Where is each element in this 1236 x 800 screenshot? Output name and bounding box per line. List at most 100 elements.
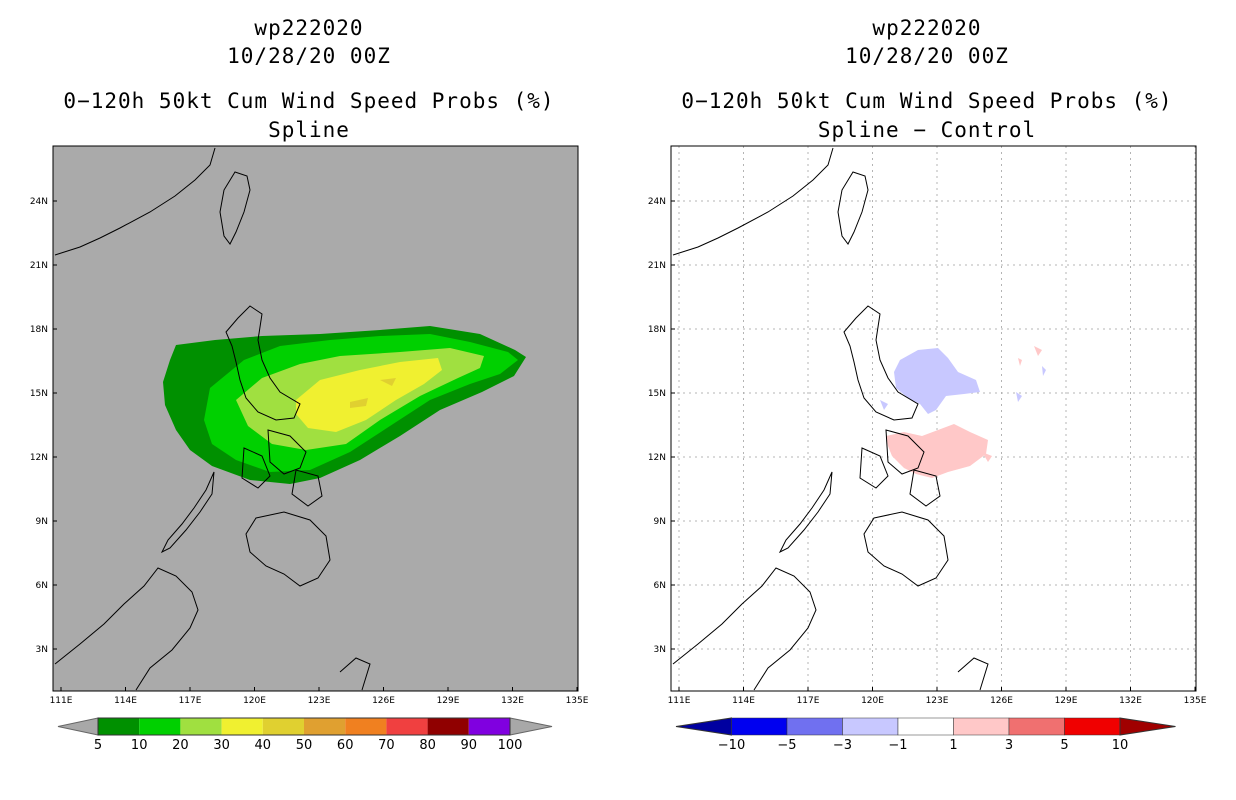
lon-label: 126E	[990, 696, 1013, 706]
storm-id-title: wp222020	[872, 16, 982, 40]
lon-label: 114E	[732, 696, 755, 706]
product-title: 0−120h 50kt Cum Wind Speed Probs (%)	[63, 89, 555, 113]
colorbar-label: 90	[461, 738, 478, 753]
lon-label: 120E	[243, 696, 266, 706]
colorbar-frame	[97, 717, 511, 736]
colorbar-left-arrow	[675, 717, 732, 736]
lat-label: 9N	[36, 517, 48, 527]
storm-id-title: wp222020	[254, 16, 364, 40]
prob-40-fill	[350, 378, 396, 408]
lat-label: 12N	[30, 453, 48, 463]
diff-negative-fill	[894, 348, 980, 414]
colorbar-bin	[786, 717, 843, 736]
colorbar-bin	[221, 718, 263, 735]
colorbar-label: 20	[172, 738, 189, 753]
right-colorbar: −10 −5 −3 −1 1 3 5 10	[675, 717, 1176, 753]
diff-positive-small-2	[1034, 346, 1042, 356]
colorbar-label: 70	[378, 738, 395, 753]
colorbar-bin	[427, 718, 469, 735]
lat-label: 18N	[30, 325, 48, 335]
datetime-title: 10/28/20 00Z	[227, 44, 391, 68]
colorbar-bin	[953, 717, 1010, 736]
colorbar-bin	[731, 717, 788, 736]
colorbar-right-arrow	[509, 717, 553, 736]
lon-label: 129E	[1055, 696, 1078, 706]
colorbar-bin	[98, 718, 140, 735]
lat-label: 3N	[654, 645, 666, 655]
colorbar-label: 30	[213, 738, 230, 753]
colorbar-label: −10	[718, 738, 745, 753]
colorbar-label: −5	[777, 738, 796, 753]
lon-label: 135E	[566, 696, 589, 706]
lon-label: 132E	[1119, 696, 1142, 706]
product-title: 0−120h 50kt Cum Wind Speed Probs (%)	[681, 89, 1173, 113]
lon-label: 111E	[50, 696, 73, 706]
lat-label: 6N	[654, 581, 666, 591]
lat-label: 24N	[648, 197, 666, 207]
left-panel: wp222020 10/28/20 00Z 0−120h 50kt Cum Wi…	[30, 16, 589, 753]
right-map-background	[671, 146, 1196, 691]
lon-label: 114E	[114, 696, 137, 706]
colorbar-bin	[262, 718, 304, 735]
lon-label: 129E	[437, 696, 460, 706]
colorbar-label: 50	[296, 738, 313, 753]
lat-label: 15N	[30, 389, 48, 399]
colorbar-bin	[139, 718, 181, 735]
lat-label: 12N	[648, 453, 666, 463]
diff-negative-small-2	[1016, 392, 1022, 402]
lat-label: 6N	[36, 581, 48, 591]
lat-label: 15N	[648, 389, 666, 399]
colorbar-label: 1	[949, 738, 957, 753]
right-lat-labels: 24N 21N 18N 15N 12N 9N 6N 3N	[648, 197, 675, 655]
lon-label: 132E	[501, 696, 524, 706]
right-gridlines	[671, 146, 1196, 691]
right-panel: wp222020 10/28/20 00Z 0−120h 50kt Cum Wi…	[618, 0, 1236, 800]
colorbar-bin	[180, 718, 222, 735]
left-lat-labels: 24N 21N 18N 15N 12N 9N 6N 3N	[30, 197, 57, 655]
colorbar-bin	[468, 718, 510, 735]
lon-label: 111E	[668, 696, 691, 706]
lat-label: 24N	[30, 197, 48, 207]
lon-label: 117E	[179, 696, 202, 706]
colorbar-label: 10	[131, 738, 148, 753]
diff-negative-small-3	[1042, 366, 1046, 376]
lat-label: 21N	[648, 261, 666, 271]
diff-positive-small-1	[982, 452, 992, 462]
lon-label: 135E	[1184, 696, 1207, 706]
colorbar-right-arrow	[1119, 717, 1176, 736]
colorbar-bin	[842, 717, 899, 736]
lon-label: 123E	[308, 696, 331, 706]
datetime-title: 10/28/20 00Z	[845, 44, 1009, 68]
colorbar-bin	[345, 718, 387, 735]
left-lon-labels: 111E114E117E120E123E126E129E132E135E138E	[50, 687, 589, 706]
left-colorbar: 5 10 20 30 40 50 60 70 80 90 100	[57, 717, 553, 753]
diff-negative-small-1	[880, 400, 888, 410]
colorbar-bin	[1064, 717, 1121, 736]
lat-label: 18N	[648, 325, 666, 335]
lat-label: 21N	[30, 261, 48, 271]
prob-30-fill	[296, 358, 442, 432]
diff-positive-small-3	[1018, 358, 1022, 366]
right-lon-labels: 111E114E117E120E123E126E129E132E135E138E	[668, 687, 1207, 706]
lat-label: 9N	[654, 517, 666, 527]
right-map-frame	[670, 145, 1197, 692]
colorbar-left-arrow	[57, 717, 99, 736]
colorbar-bin	[1008, 717, 1065, 736]
diff-positive-fill	[886, 424, 988, 478]
lon-label: 123E	[926, 696, 949, 706]
lon-label: 120E	[861, 696, 884, 706]
colorbar-label: 60	[337, 738, 354, 753]
lon-label: 126E	[372, 696, 395, 706]
colorbar-label: 80	[419, 738, 436, 753]
lon-label: 117E	[797, 696, 820, 706]
colorbar-label: −1	[888, 738, 907, 753]
left-map-frame	[52, 145, 579, 692]
colorbar-label: 5	[94, 738, 102, 753]
colorbar-label: 3	[1005, 738, 1013, 753]
colorbar-label: 100	[498, 738, 523, 753]
left-map-svg: 24N 21N 18N 15N 12N 9N 6N 3N 111E 114E 117E 120E 12…	[30, 145, 589, 753]
colorbar-bin	[304, 718, 346, 735]
colorbar-bin	[897, 717, 954, 736]
method-title: Spline − Control	[817, 118, 1037, 142]
